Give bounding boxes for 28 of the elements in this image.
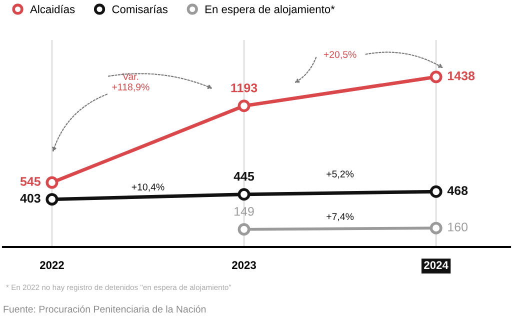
annotation: +5,2% — [326, 170, 354, 179]
data-label: 149 — [234, 206, 254, 216]
x-tick-label: 2022 — [40, 261, 64, 270]
source-note: Fuente: Procuración Penitenciaria de la Nación — [4, 305, 206, 313]
point — [430, 185, 442, 198]
data-label: 445 — [234, 172, 254, 181]
legend-label: Comisarías — [112, 4, 168, 14]
annotation: +7,4% — [326, 213, 354, 222]
x-tick-label: 2024 — [424, 261, 448, 270]
data-label: 545 — [20, 177, 41, 186]
annotation: Var. +118,9% — [112, 73, 150, 92]
legend-label: Alcaidías — [30, 4, 75, 14]
point — [430, 222, 442, 234]
point — [46, 176, 58, 189]
x-tick-label: 2023 — [232, 261, 256, 270]
data-label: 403 — [20, 194, 40, 203]
data-label: 1193 — [231, 83, 258, 92]
point — [430, 70, 442, 84]
point — [46, 193, 58, 206]
data-label: 468 — [447, 186, 468, 195]
point — [238, 100, 250, 112]
annotation: +20,5% — [324, 51, 356, 60]
point — [238, 223, 250, 236]
data-label: 160 — [448, 222, 468, 232]
legend-label: En espera de alojamiento* — [206, 5, 335, 16]
data-label: 1438 — [448, 71, 475, 80]
annotation: +10,4% — [132, 184, 164, 192]
point — [238, 188, 250, 201]
